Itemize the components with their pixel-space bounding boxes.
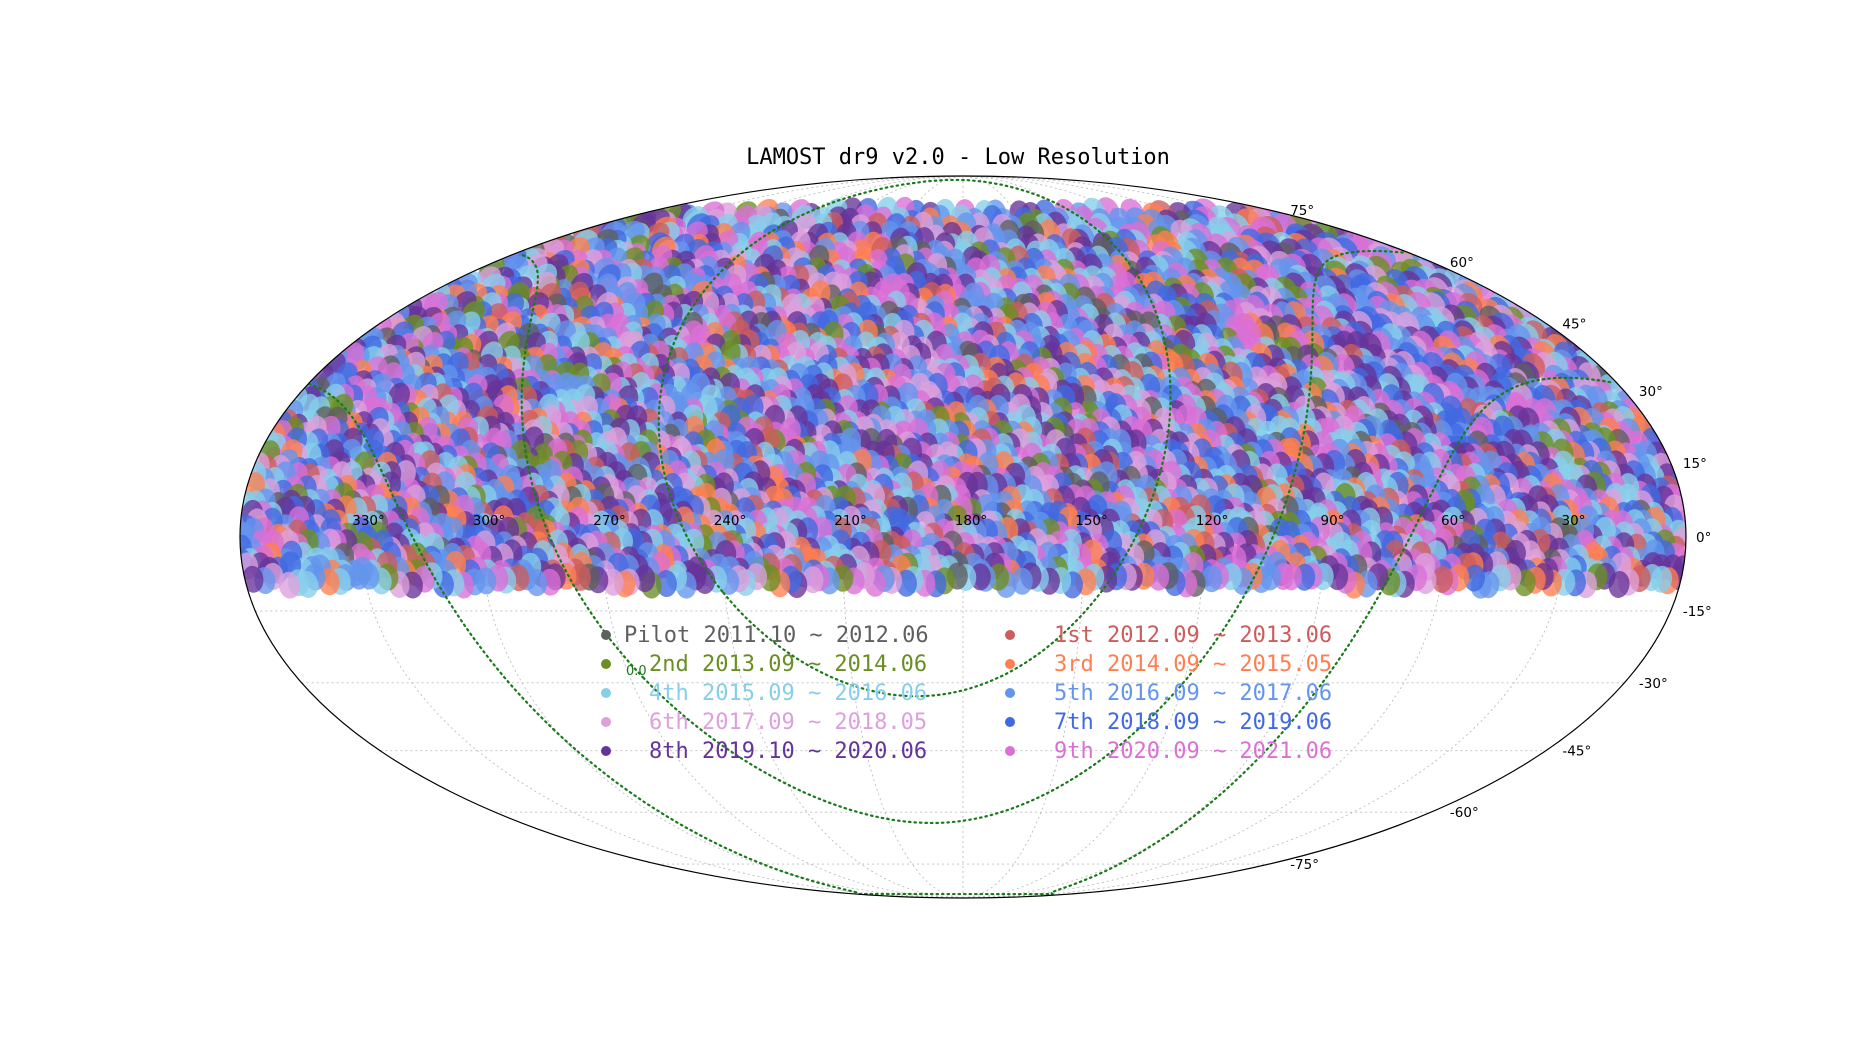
ra-tick-label: 300°	[473, 513, 506, 529]
dec-tick-label: -15°	[1683, 604, 1712, 620]
dec-tick-label: -60°	[1450, 805, 1479, 821]
dec-tick-label: -75°	[1290, 857, 1319, 873]
dec-tick-label: 75°	[1290, 203, 1314, 219]
dec-tick-label: -45°	[1562, 744, 1591, 760]
legend-marker	[1005, 746, 1015, 756]
legend-label: 7th 2018.09 ~ 2019.06	[1054, 710, 1332, 735]
ra-tick-label: 240°	[714, 513, 747, 529]
legend-marker	[1005, 688, 1015, 698]
legend-label: 5th 2016.09 ~ 2017.06	[1054, 681, 1332, 706]
legend-label: 3rd 2014.09 ~ 2015.05	[1054, 652, 1332, 677]
observation-fields	[240, 196, 1686, 599]
dec-tick-label: 45°	[1562, 316, 1586, 332]
legend-marker	[1005, 659, 1015, 669]
dec-tick-label: 15°	[1683, 456, 1707, 472]
ra-tick-label: 120°	[1196, 513, 1229, 529]
legend-label: Pilot 2011.10 ~ 2012.06	[624, 623, 929, 648]
legend-label: 2nd 2013.09 ~ 2014.06	[649, 652, 927, 677]
legend-marker	[601, 746, 611, 756]
ra-tick-label: 180°	[955, 513, 988, 529]
galactic-line-label: 0.0	[626, 664, 647, 679]
ra-tick-label: 330°	[352, 513, 385, 529]
ra-tick-label: 150°	[1075, 513, 1108, 529]
dec-tick-label: 60°	[1450, 255, 1474, 271]
legend-marker	[601, 717, 611, 727]
ra-tick-label: 30°	[1562, 513, 1586, 529]
legend: Pilot 2011.10 ~ 2012.06 2nd 2013.09 ~ 201…	[601, 623, 1332, 764]
dec-tick-label: 30°	[1639, 384, 1663, 400]
ra-tick-label: 90°	[1321, 513, 1345, 529]
legend-marker	[601, 688, 611, 698]
chart-title: LAMOST dr9 v2.0 - Low Resolution	[746, 145, 1170, 170]
ra-tick-label: 270°	[593, 513, 626, 529]
legend-label: 1st 2012.09 ~ 2013.06	[1054, 623, 1332, 648]
ra-tick-label: 60°	[1441, 513, 1465, 529]
legend-marker	[601, 659, 611, 669]
legend-marker	[601, 630, 611, 640]
ra-tick-label: 210°	[834, 513, 867, 529]
dec-tick-label: 0°	[1696, 530, 1711, 546]
legend-label: 9th 2020.09 ~ 2021.06	[1054, 739, 1332, 764]
legend-label: 8th 2019.10 ~ 2020.06	[649, 739, 927, 764]
legend-marker	[1005, 630, 1015, 640]
legend-label: 6th 2017.09 ~ 2018.05	[649, 710, 927, 735]
legend-label: 4th 2015.09 ~ 2016.06	[649, 681, 927, 706]
dec-tick-label: -30°	[1639, 676, 1668, 692]
legend-marker	[1005, 717, 1015, 727]
